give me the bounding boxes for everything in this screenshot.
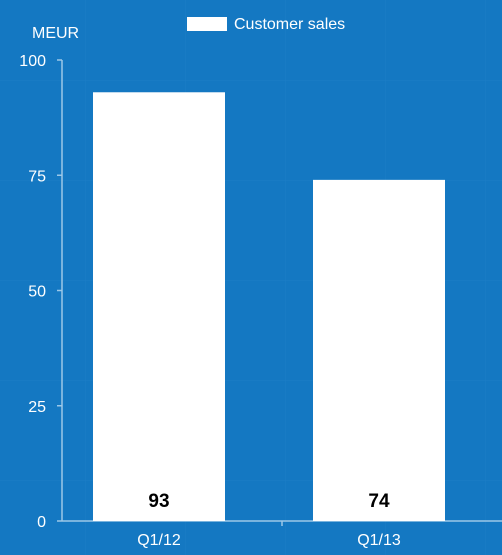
x-category-label: Q1/13 xyxy=(357,532,401,549)
legend-label-customer-sales: Customer sales xyxy=(234,16,345,33)
bar xyxy=(93,92,225,522)
x-axis-labels: Q1/12 Q1/13 xyxy=(137,532,401,549)
data-label: 93 xyxy=(148,491,169,512)
legend: Customer sales xyxy=(187,16,345,33)
x-category-label: Q1/12 xyxy=(137,532,181,549)
legend-swatch-customer-sales xyxy=(187,17,227,31)
y-tick-label: 25 xyxy=(28,399,46,416)
y-tick-label: 100 xyxy=(19,53,46,70)
bar xyxy=(313,179,445,522)
y-tick-label: 50 xyxy=(28,284,46,301)
bars: 93 74 xyxy=(93,92,445,522)
y-axis-ticks: 0 25 50 75 100 xyxy=(19,53,62,531)
y-tick-label: 75 xyxy=(28,168,46,185)
y-axis-unit-label: MEUR xyxy=(32,25,79,42)
data-label: 74 xyxy=(368,491,390,512)
y-tick-label: 0 xyxy=(37,514,46,531)
